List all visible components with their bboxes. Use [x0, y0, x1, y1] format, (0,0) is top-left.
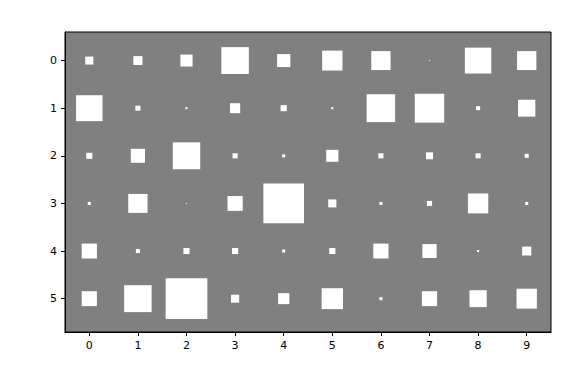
svg-text:0: 0: [50, 54, 57, 67]
svg-text:2: 2: [50, 149, 57, 162]
svg-text:8: 8: [475, 339, 482, 352]
svg-text:6: 6: [377, 339, 384, 352]
svg-text:0: 0: [86, 339, 93, 352]
svg-text:1: 1: [50, 102, 57, 115]
svg-text:4: 4: [50, 245, 57, 258]
svg-text:1: 1: [134, 339, 141, 352]
svg-text:5: 5: [50, 292, 57, 305]
svg-text:2: 2: [183, 339, 190, 352]
svg-text:3: 3: [232, 339, 239, 352]
svg-text:3: 3: [50, 197, 57, 210]
svg-text:4: 4: [280, 339, 287, 352]
svg-text:9: 9: [523, 339, 530, 352]
svg-text:5: 5: [329, 339, 336, 352]
svg-text:7: 7: [426, 339, 433, 352]
